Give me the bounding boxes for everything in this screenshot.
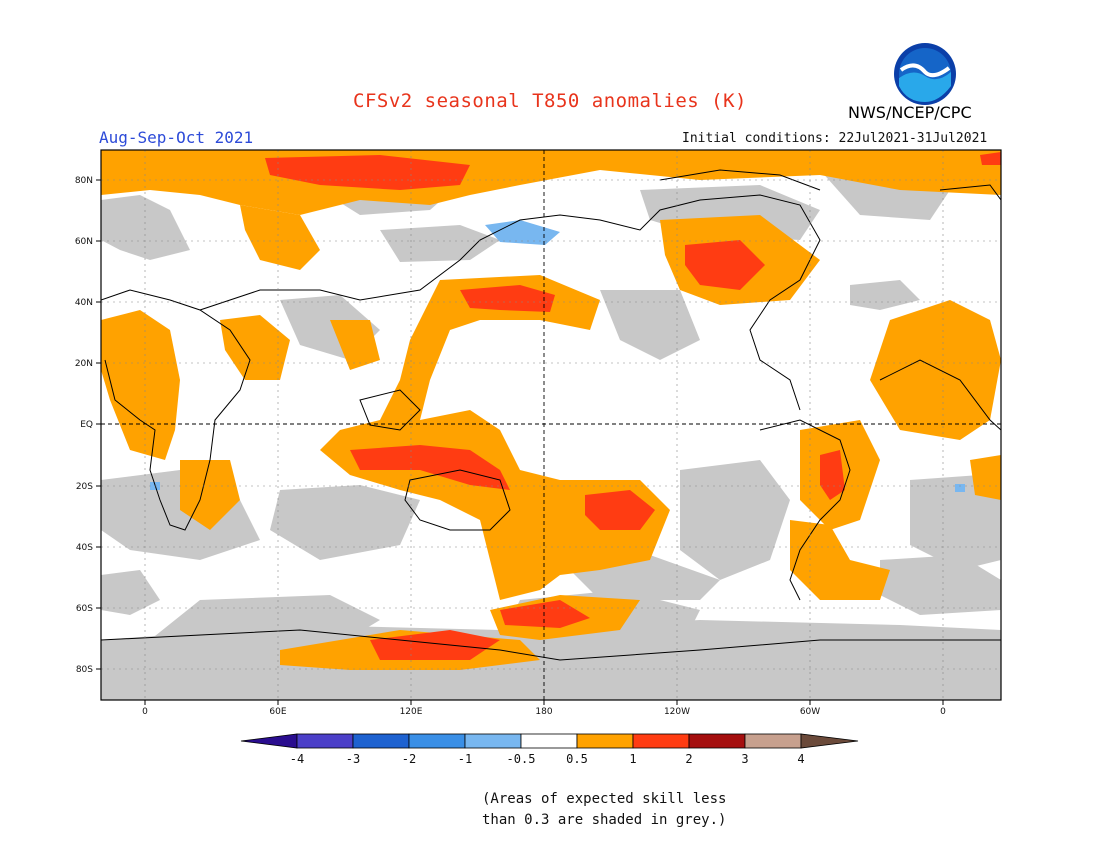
colorbar-arrow-high — [800, 733, 859, 749]
color-bar — [240, 733, 859, 749]
colorbar-segment — [744, 733, 802, 749]
lon-label-0-west: 0 — [142, 707, 148, 717]
lat-label-60s: 60S — [76, 604, 93, 614]
lon-label-60w: 60W — [800, 707, 820, 717]
colorbar-segment — [688, 733, 746, 749]
map-title: CFSv2 seasonal T850 anomalies (K) — [353, 90, 747, 112]
colorbar-segment — [520, 733, 578, 749]
colorbar-segment — [296, 733, 354, 749]
noaa-logo — [894, 43, 956, 105]
grid-lines — [101, 150, 1001, 700]
lat-label-60n: 60N — [75, 237, 93, 247]
lat-label-80s: 80S — [76, 665, 93, 675]
lat-label-20s: 20S — [76, 482, 93, 492]
colorbar-tick: -1 — [458, 752, 472, 766]
lat-label-40s: 40S — [76, 543, 93, 553]
coastlines — [101, 169, 1001, 661]
colorbar-tick: 3 — [741, 752, 748, 766]
lat-label-eq: EQ — [80, 420, 93, 430]
forecast-period: Aug-Sep-Oct 2021 — [99, 128, 254, 147]
lat-label-40n: 40N — [75, 298, 93, 308]
strong-warm-anomaly-areas — [265, 152, 1001, 660]
lon-label-60e: 60E — [269, 707, 286, 717]
initial-conditions: Initial conditions: 22Jul2021-31Jul2021 — [682, 131, 988, 146]
map-frame — [100, 149, 1002, 701]
colorbar-tick: -4 — [290, 752, 304, 766]
colorbar-tick: -3 — [346, 752, 360, 766]
colorbar-tick: 1 — [629, 752, 636, 766]
lon-label-120e: 120E — [400, 707, 423, 717]
colorbar-segment — [408, 733, 466, 749]
lon-label-180: 180 — [535, 707, 552, 717]
colorbar-tick: -2 — [402, 752, 416, 766]
lat-label-20n: 20N — [75, 359, 93, 369]
lon-label-120w: 120W — [664, 707, 690, 717]
footnote-line-2: than 0.3 are shaded in grey.) — [482, 812, 727, 828]
footnote-line-1: (Areas of expected skill less — [482, 791, 727, 807]
colorbar-arrow-low — [240, 733, 298, 749]
colorbar-segment — [352, 733, 410, 749]
colorbar-segment — [576, 733, 634, 749]
colorbar-tick: 4 — [797, 752, 804, 766]
lat-label-80n: 80N — [75, 176, 93, 186]
colorbar-tick: 0.5 — [566, 752, 588, 766]
agency-label: NWS/NCEP/CPC — [848, 103, 972, 122]
colorbar-tick: 2 — [685, 752, 692, 766]
colorbar-segment — [464, 733, 522, 749]
lon-label-0-east: 0 — [940, 707, 946, 717]
equator-dateline — [101, 150, 1001, 700]
colorbar-segment — [632, 733, 690, 749]
colorbar-tick: -0.5 — [507, 752, 536, 766]
